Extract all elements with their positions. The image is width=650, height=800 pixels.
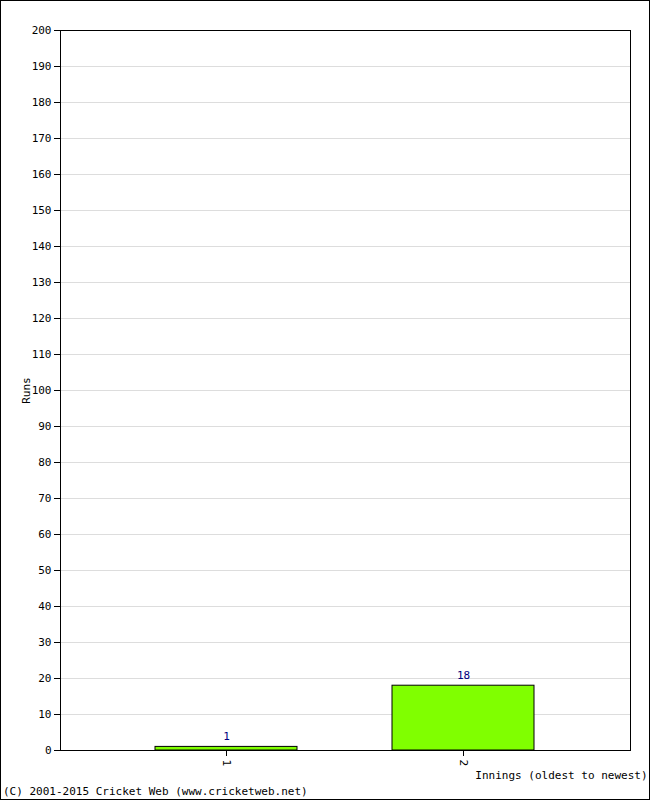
svg-text:Runs: Runs xyxy=(20,377,33,404)
svg-text:80: 80 xyxy=(38,456,51,469)
svg-text:190: 190 xyxy=(32,60,52,73)
svg-text:40: 40 xyxy=(38,600,51,613)
svg-text:1: 1 xyxy=(220,760,233,767)
html-text:(C) 2001-2015 Cricket Web (www: (C) 2001-2015 Cricket Web (www.cricketwe… xyxy=(3,785,308,798)
svg-text:18: 18 xyxy=(457,669,470,682)
svg-text:200: 200 xyxy=(32,24,52,37)
svg-text:Innings (oldest to newest): Innings (oldest to newest) xyxy=(475,769,647,782)
svg-text:110: 110 xyxy=(32,348,52,361)
svg-text:140: 140 xyxy=(32,240,52,253)
svg-text:160: 160 xyxy=(32,168,52,181)
svg-text:120: 120 xyxy=(32,312,52,325)
svg-text:60: 60 xyxy=(38,528,51,541)
svg-text:0: 0 xyxy=(45,744,52,757)
svg-text:1: 1 xyxy=(223,730,230,743)
svg-text:20: 20 xyxy=(38,672,51,685)
svg-text:100: 100 xyxy=(32,384,52,397)
svg-text:150: 150 xyxy=(32,204,52,217)
svg-text:50: 50 xyxy=(38,564,51,577)
svg-text:2: 2 xyxy=(457,760,470,767)
svg-text:70: 70 xyxy=(38,492,51,505)
svg-text:90: 90 xyxy=(38,420,51,433)
svg-text:30: 30 xyxy=(38,636,51,649)
svg-text:10: 10 xyxy=(38,708,51,721)
svg-text:130: 130 xyxy=(32,276,52,289)
svg-text:180: 180 xyxy=(32,96,52,109)
svg-text:170: 170 xyxy=(32,132,52,145)
